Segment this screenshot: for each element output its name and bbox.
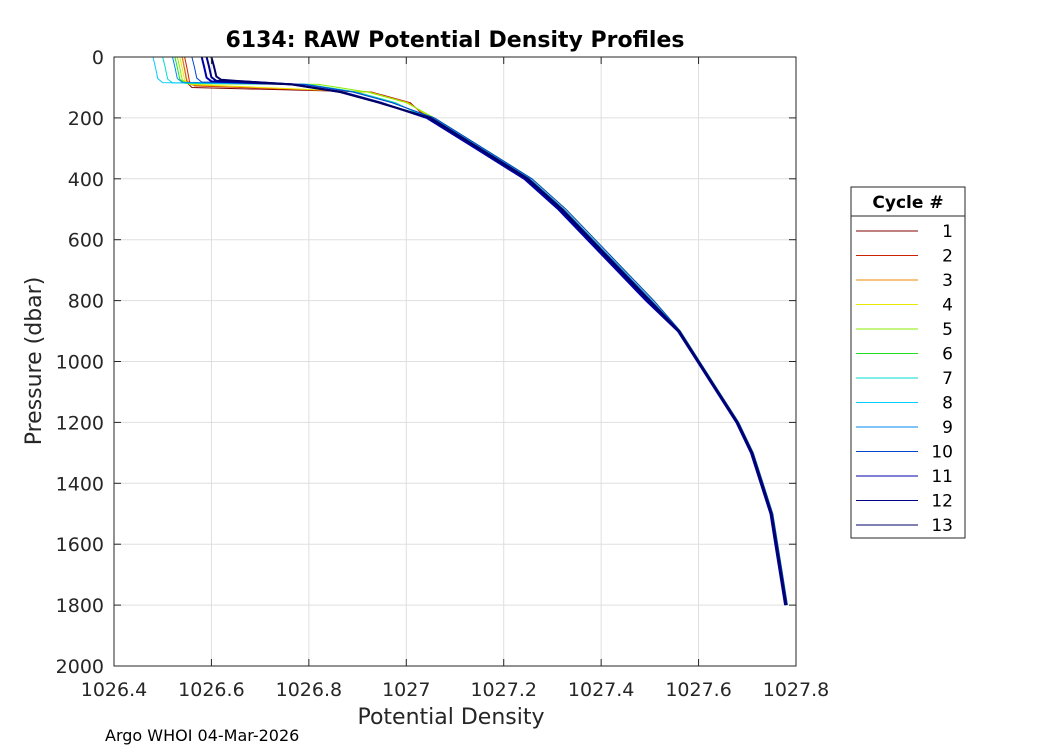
legend-box [850, 186, 966, 539]
x-tick-label: 1026.6 [178, 679, 244, 701]
y-axis-label: Pressure (dbar) [22, 277, 47, 446]
y-tick-label: 800 [68, 291, 104, 313]
y-tick-label: 1400 [56, 473, 104, 495]
x-tick-label: 1027.4 [568, 679, 634, 701]
legend-label-cycle-12: 12 [931, 492, 953, 512]
legend-label-cycle-2: 2 [942, 247, 953, 267]
x-tick-label: 1027.2 [470, 679, 536, 701]
x-tick-label: 1027.6 [665, 679, 731, 701]
profile-line-cycle-13 [210, 56, 788, 606]
legend-label-cycle-6: 6 [942, 345, 953, 365]
x-tick-label: 1027 [382, 679, 430, 701]
legend-label-cycle-4: 4 [942, 296, 953, 316]
x-tick-label: 1026.4 [81, 679, 147, 701]
y-tick-label: 1600 [56, 534, 104, 556]
chart-title: 6134: RAW Potential Density Profiles [226, 28, 685, 53]
legend-label-cycle-3: 3 [942, 271, 953, 291]
x-axis-label: Potential Density [357, 705, 544, 730]
y-axis-ticks: 0 200 400 600 800 1000 1200 1400 1600 1800 2000 [56, 47, 796, 678]
y-tick-label: 600 [68, 230, 104, 252]
y-tick-label: 400 [68, 169, 104, 191]
legend-label-cycle-11: 11 [931, 467, 953, 487]
legend-label-cycle-5: 5 [942, 320, 953, 340]
x-axis-ticks: 1026.4 1026.6 1026.8 1027 1027.2 1027.4 1027.6… [81, 57, 829, 701]
x-tick-label: 1027.8 [763, 679, 829, 701]
legend-label-cycle-1: 1 [942, 222, 953, 242]
legend-label-cycle-7: 7 [942, 369, 953, 389]
x-tick-label: 1026.8 [276, 679, 342, 701]
grid-lines [114, 57, 796, 666]
legend-label-cycle-10: 10 [931, 443, 953, 463]
legend-label-cycle-13: 13 [931, 516, 953, 536]
y-tick-label: 1200 [56, 412, 104, 434]
y-tick-label: 2000 [56, 656, 104, 678]
profile-lines [152, 56, 788, 606]
y-tick-label: 200 [68, 108, 104, 130]
y-tick-label: 0 [92, 47, 104, 69]
y-tick-label: 1800 [56, 595, 104, 617]
y-tick-label: 1000 [56, 352, 104, 374]
legend-title: Cycle # [872, 193, 943, 213]
legend-label-cycle-8: 8 [942, 394, 953, 414]
footer-credit: Argo WHOI 04-Mar-2026 [105, 726, 299, 745]
legend-label-cycle-9: 9 [942, 418, 953, 438]
